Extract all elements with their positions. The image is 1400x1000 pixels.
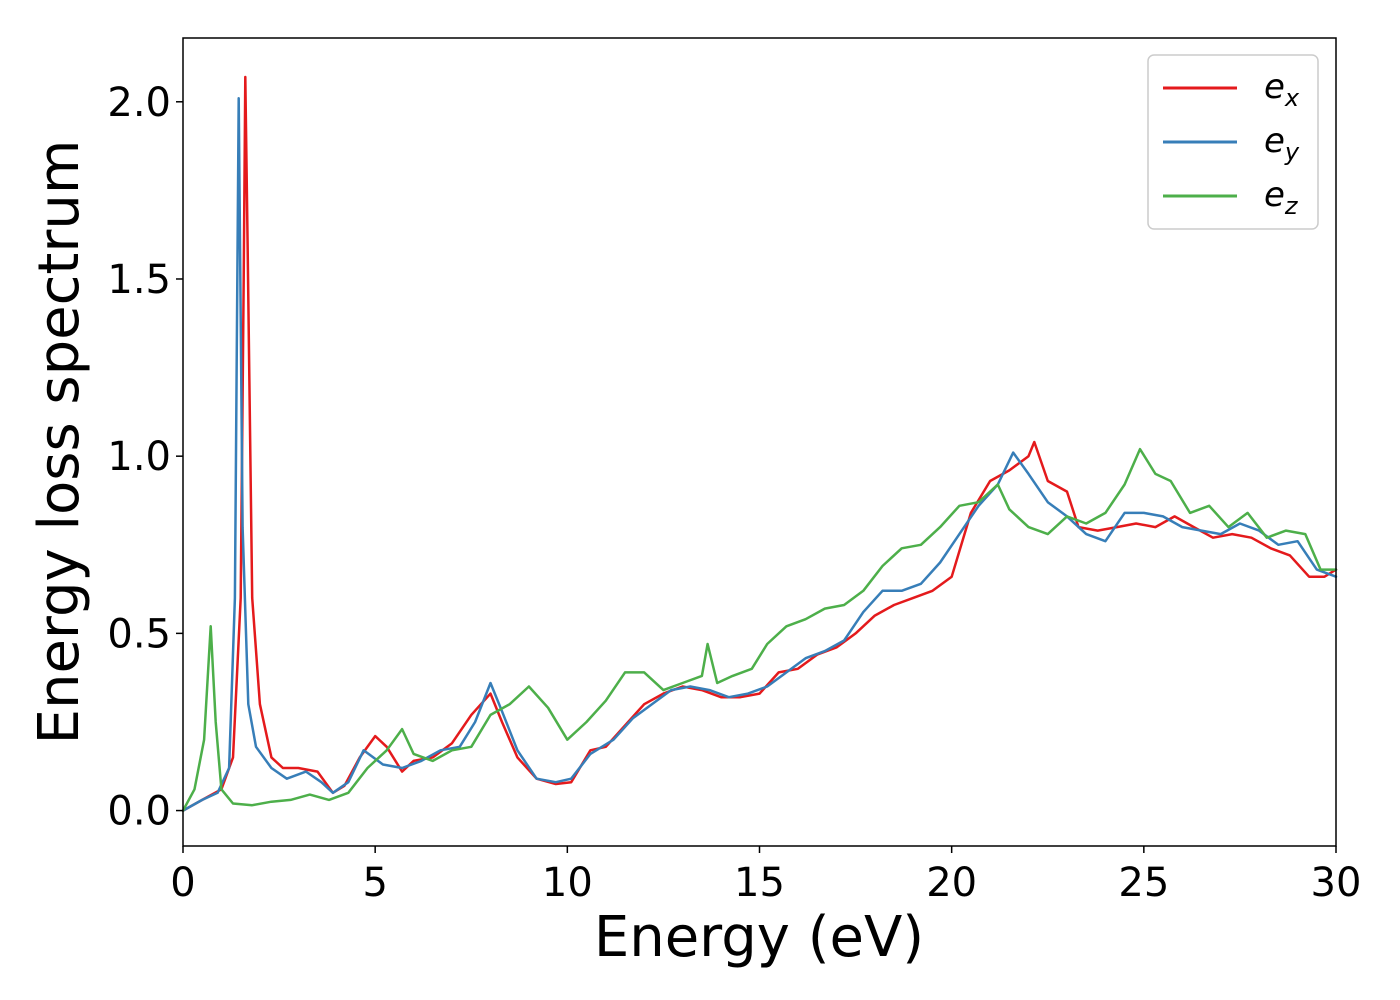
y-axis-label: Energy loss spectrum [27, 140, 92, 745]
x-tick-label: 30 [1311, 860, 1362, 906]
series-line-y [181, 96, 1338, 812]
y-tick-label: 1.0 [107, 434, 171, 480]
x-tick-label: 0 [170, 860, 195, 906]
y-tick-label: 0.0 [107, 789, 171, 835]
x-tick-label: 15 [734, 860, 785, 906]
y-tick-label: 0.5 [107, 611, 171, 657]
x-axis-label: Energy (eV) [594, 905, 924, 970]
series-line-x [181, 75, 1338, 812]
x-axis-ticks: 0 5 10 15 20 25 30 [170, 846, 1361, 906]
y-axis-ticks: 0.0 0.5 1.0 1.5 2.0 [107, 80, 183, 835]
x-tick-label: 5 [362, 860, 387, 906]
plot-area-background [183, 38, 1336, 846]
x-tick-label: 20 [926, 860, 977, 906]
series-layer [181, 75, 1338, 812]
x-tick-label: 10 [542, 860, 593, 906]
series-line-z [181, 447, 1338, 812]
y-tick-label: 2.0 [107, 80, 171, 126]
y-tick-label: 1.5 [107, 257, 171, 303]
x-tick-label: 25 [1118, 860, 1169, 906]
